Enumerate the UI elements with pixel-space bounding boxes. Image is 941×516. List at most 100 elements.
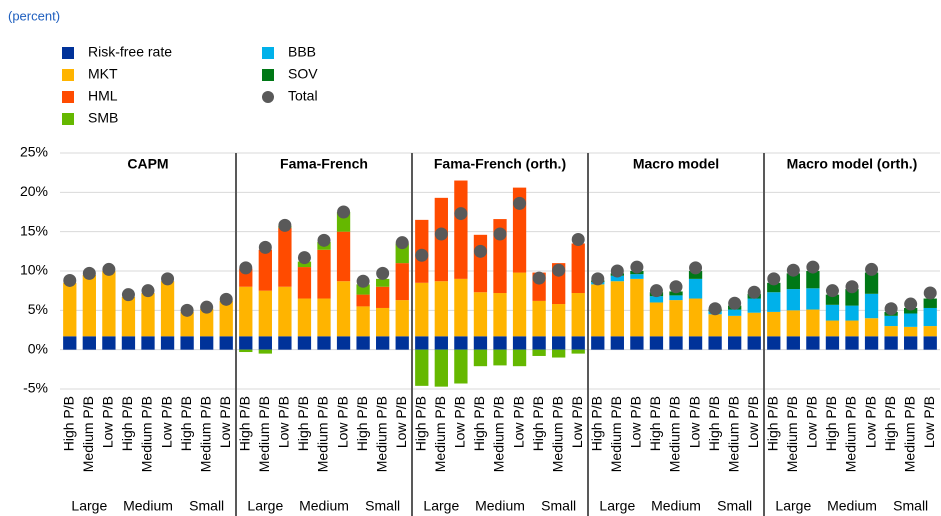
bar-segment: [688, 336, 703, 350]
bar-segment: [376, 286, 390, 308]
bar-segment: [864, 336, 879, 350]
x-tick-label: High P/B: [236, 396, 252, 451]
bar-segment: [767, 336, 781, 350]
bar-segment: [786, 273, 800, 290]
bar-segment: [180, 311, 194, 337]
total-marker: [708, 302, 722, 316]
total-marker: [845, 280, 859, 294]
bar-segment: [278, 227, 292, 287]
bar-segment: [825, 304, 840, 321]
total-marker: [610, 264, 624, 278]
bar-segment: [571, 336, 585, 350]
bar-segment: [649, 336, 664, 350]
x-tick-label: High P/B: [823, 396, 839, 451]
total-marker: [102, 262, 116, 276]
bar-segment: [904, 336, 918, 350]
bar-segment: [610, 275, 624, 282]
bar-segment: [904, 326, 918, 337]
x-tick-label: Low P/B: [510, 396, 526, 448]
total-marker: [161, 272, 175, 286]
bar-segment: [552, 304, 566, 337]
x-tick-label: Medium P/B: [901, 396, 917, 472]
bar-segment: [923, 326, 937, 337]
legend-label: BBB: [288, 44, 316, 60]
bar-segment: [336, 231, 351, 282]
bar-segment: [297, 336, 312, 350]
y-tick-label: 15%: [20, 222, 48, 238]
bar-segment: [532, 349, 546, 356]
total-marker: [434, 227, 448, 241]
bar-segment: [649, 296, 664, 303]
x-tick-label: Medium P/B: [373, 396, 389, 472]
total-marker: [200, 300, 214, 314]
bar-segment: [454, 278, 468, 337]
group-label: Large: [775, 498, 811, 514]
group-label: Large: [71, 498, 107, 514]
bar-segment: [258, 336, 272, 350]
panel-title: Fama-French (orth.): [434, 156, 566, 172]
total-marker: [473, 244, 487, 258]
bar-segment: [336, 281, 351, 337]
total-marker: [825, 284, 839, 298]
y-tick-label: 25%: [20, 144, 48, 160]
bar-segment: [688, 278, 703, 299]
x-tick-label: High P/B: [60, 396, 76, 451]
x-tick-label: High P/B: [882, 396, 898, 451]
group-label: Small: [893, 498, 928, 514]
bar-segment: [825, 294, 840, 305]
bar-segment: [845, 289, 859, 306]
x-tick-label: Low P/B: [158, 396, 174, 448]
x-tick-label: Medium P/B: [197, 396, 213, 472]
total-marker: [513, 196, 527, 210]
x-tick-label: Low P/B: [628, 396, 644, 448]
bar-segment: [219, 336, 233, 350]
x-tick-label: High P/B: [706, 396, 722, 451]
total-marker: [317, 233, 331, 247]
bar-segment: [532, 336, 546, 350]
bar-segment: [63, 282, 77, 337]
bar-segment: [806, 271, 820, 289]
x-tick-label: Medium P/B: [608, 396, 624, 472]
subtitle: (percent): [8, 8, 60, 23]
total-marker: [591, 272, 605, 286]
bar-segment: [356, 284, 370, 295]
bar-segment: [591, 284, 605, 337]
bar-segment: [610, 336, 624, 350]
x-tick-label: High P/B: [588, 396, 604, 451]
group-label: Large: [247, 498, 283, 514]
legend-label: Risk-free rate: [88, 44, 172, 60]
bar-segment: [864, 293, 879, 319]
panel-title: Fama-French: [280, 156, 368, 172]
bar-segment: [356, 294, 370, 307]
bar-segment: [121, 336, 136, 350]
panel-title: Macro model (orth.): [787, 156, 918, 172]
bar-segment: [473, 349, 488, 367]
x-tick-label: Low P/B: [804, 396, 820, 448]
total-marker: [82, 266, 96, 280]
bar-segment: [884, 326, 898, 337]
bar-segment: [728, 336, 742, 350]
x-tick-label: High P/B: [530, 396, 546, 451]
bar-segment: [845, 305, 859, 321]
x-tick-label: Medium P/B: [80, 396, 96, 472]
bar-segment: [825, 336, 840, 350]
bar-segment: [454, 180, 468, 279]
legend-label: SMB: [88, 110, 118, 126]
bar-segment: [493, 293, 507, 337]
total-marker: [689, 261, 703, 275]
x-tick-label: Medium P/B: [725, 396, 741, 472]
x-tick-label: Low P/B: [862, 396, 878, 448]
bar-segment: [806, 309, 820, 337]
bar-segment: [160, 281, 175, 337]
bar-segment: [297, 261, 312, 268]
bar-segment: [317, 298, 331, 337]
bar-segment: [297, 298, 312, 337]
bar-segment: [728, 309, 742, 316]
total-marker: [552, 263, 566, 277]
group-label: Medium: [475, 498, 525, 514]
bar-segment: [376, 278, 390, 287]
x-tick-label: Medium P/B: [843, 396, 859, 472]
x-tick-label: Low P/B: [686, 396, 702, 448]
bar-segment: [571, 243, 585, 294]
bar-segment: [82, 336, 96, 350]
